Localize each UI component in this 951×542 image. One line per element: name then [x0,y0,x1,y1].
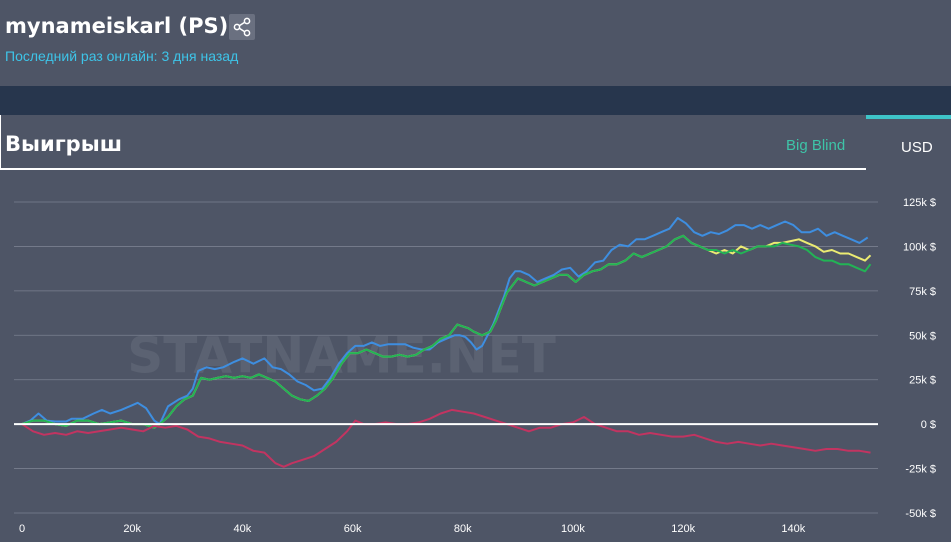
last-online-status: Последний раз онлайн: 3 дня назад [5,48,239,64]
share-button[interactable] [229,14,255,40]
share-icon [233,17,251,37]
x-tick-label: 40k [234,523,252,535]
y-tick-label: -50k $ [905,508,936,520]
section-header-box [0,115,866,170]
winnings-chart-svg: STATNAME.NET 125k $ 100k $ 75k $ 50k $ 25k $ 0… [14,197,936,535]
winnings-chart: STATNAME.NET 125k $ 100k $ 75k $ 50k $ 25k $ 0… [0,172,951,542]
profile-header: mynameiskarl (PS) Последний раз онлайн: … [0,0,951,86]
x-tick-label: 0 [19,523,25,535]
x-tick-label: 100k [561,523,585,535]
tab-usd-label: USD [901,139,933,156]
y-tick-label: 50k $ [909,330,936,342]
tab-usd[interactable]: USD [866,115,951,172]
tab-big-blind[interactable]: Big Blind [786,137,846,154]
x-tick-label: 140k [781,523,805,535]
y-tick-label: 125k $ [903,197,936,209]
section-divider-band [0,86,951,115]
y-tick-label: 75k $ [909,286,936,298]
y-tick-label: -25k $ [905,464,936,476]
x-tick-label: 120k [671,523,695,535]
x-tick-label: 80k [454,523,472,535]
series-line-3 [21,234,872,429]
series-line-4 [21,408,871,468]
series-line-1 [21,217,869,426]
player-name: mynameiskarl (PS) [5,14,229,38]
y-tick-label: 0 $ [921,419,936,431]
y-tick-label: 25k $ [909,375,936,387]
watermark-text: STATNAME.NET [127,327,556,385]
x-tick-label: 20k [123,523,141,535]
section-title: Выигрыш [5,132,123,156]
y-tick-label: 100k $ [903,241,936,253]
x-tick-label: 60k [344,523,362,535]
